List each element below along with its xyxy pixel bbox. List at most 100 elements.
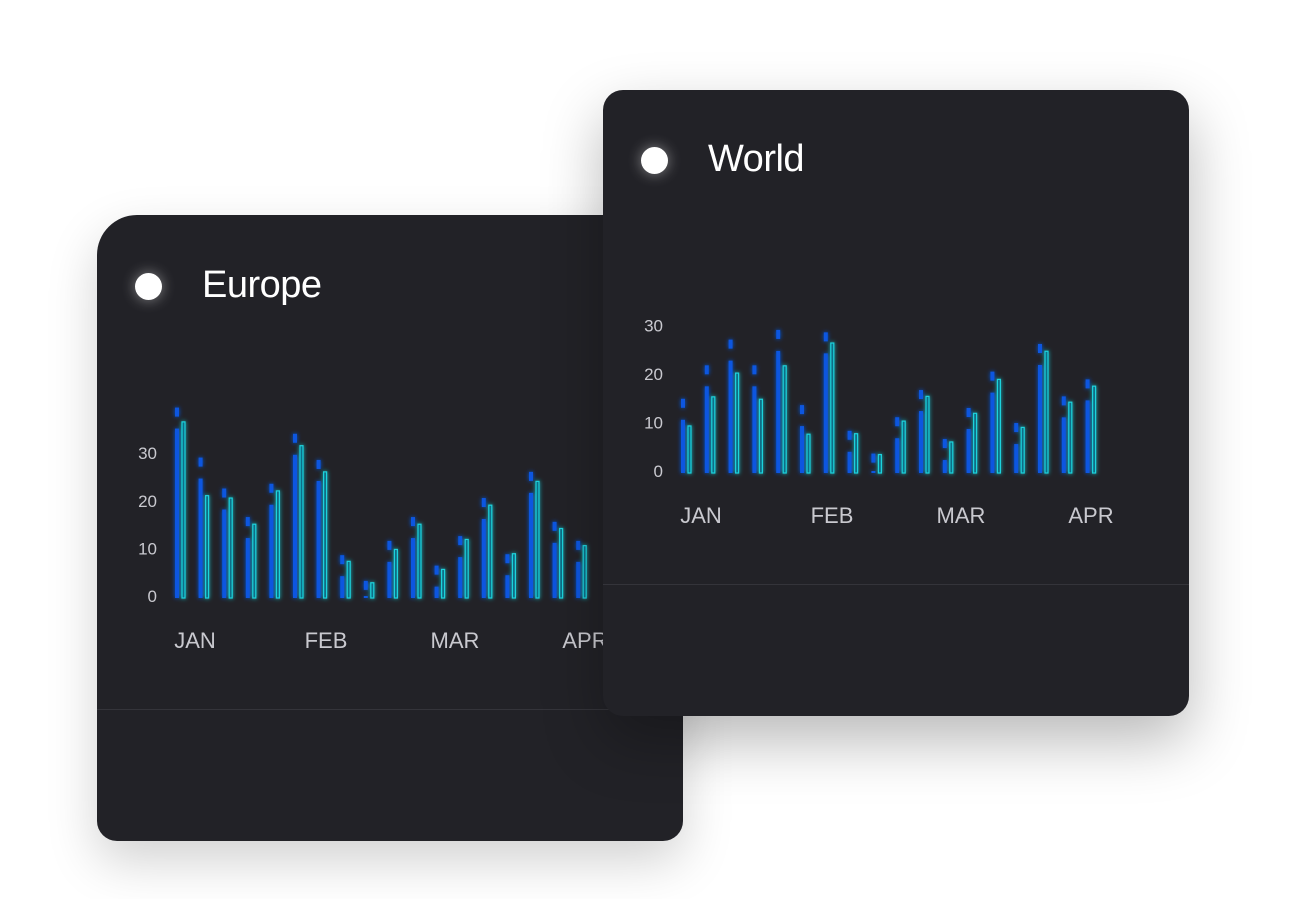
bar-series-b bbox=[417, 523, 422, 599]
world-divider bbox=[603, 584, 1189, 585]
bar-series-b bbox=[275, 490, 280, 599]
europe-status-dot-icon bbox=[135, 273, 162, 300]
bar-series-a-cap bbox=[1038, 343, 1042, 353]
bar-series-a-cap bbox=[1085, 379, 1090, 389]
bar-series-a-cap bbox=[458, 536, 463, 546]
bar-series-a-cap bbox=[245, 517, 250, 527]
y-tick-label: 10 bbox=[644, 414, 663, 433]
bars-group bbox=[681, 329, 1097, 474]
bar-series-a-cap bbox=[990, 371, 995, 381]
europe-card: Europe 0 10 20 30 JAN FEB MAR APR bbox=[97, 215, 683, 841]
bar-series-b bbox=[346, 560, 351, 599]
bar-series-a bbox=[704, 386, 709, 473]
bar-series-b bbox=[806, 433, 811, 474]
bar-series-b bbox=[535, 480, 540, 599]
bar-series-b bbox=[996, 378, 1001, 474]
bar-series-a-cap bbox=[871, 453, 876, 463]
bar-series-a-cap bbox=[340, 555, 345, 565]
bar-series-b bbox=[782, 365, 787, 474]
bar-series-a-cap bbox=[681, 398, 685, 408]
bar-series-a bbox=[552, 542, 557, 598]
bar-series-a bbox=[411, 538, 415, 598]
bar-series-a-cap bbox=[269, 483, 274, 493]
bar-series-a bbox=[1061, 417, 1066, 473]
bar-series-a-cap bbox=[434, 565, 439, 575]
bar-series-a-cap bbox=[942, 439, 947, 449]
bar-series-b bbox=[299, 445, 304, 599]
bar-series-b bbox=[488, 504, 493, 599]
bar-series-a bbox=[576, 561, 581, 598]
bar-series-a bbox=[776, 350, 781, 473]
bar-series-a bbox=[942, 460, 947, 473]
bar-series-a bbox=[387, 561, 392, 598]
bar-series-a bbox=[966, 429, 971, 473]
bar-series-b bbox=[464, 538, 469, 599]
x-tick-label: FEB bbox=[811, 503, 854, 528]
bar-series-b bbox=[711, 396, 716, 474]
bar-series-a bbox=[1038, 364, 1042, 473]
bar-series-a-cap bbox=[552, 521, 557, 531]
bar-series-a-cap bbox=[529, 471, 533, 481]
y-tick-label: 20 bbox=[644, 365, 663, 384]
europe-bar-chart: 0 10 20 30 JAN FEB MAR APR bbox=[138, 407, 608, 653]
bar-series-a bbox=[871, 471, 876, 473]
bar-series-a-cap bbox=[222, 488, 227, 498]
europe-divider bbox=[97, 709, 683, 710]
bar-series-a-cap bbox=[919, 390, 923, 400]
bar-series-b bbox=[441, 568, 446, 599]
bar-series-a bbox=[363, 596, 368, 598]
bar-series-a bbox=[847, 451, 852, 473]
y-tick-label: 0 bbox=[148, 587, 157, 606]
bar-series-b bbox=[877, 453, 882, 474]
bar-series-a-cap bbox=[481, 498, 486, 508]
bar-series-a-cap bbox=[704, 365, 709, 375]
bar-series-a bbox=[681, 419, 685, 473]
bar-series-a-cap bbox=[411, 517, 415, 527]
bars-group bbox=[175, 407, 587, 599]
bar-series-a bbox=[198, 478, 203, 598]
bar-series-a bbox=[823, 353, 828, 473]
x-tick-label: MAR bbox=[937, 503, 986, 528]
bar-series-a bbox=[175, 428, 179, 598]
bar-series-a bbox=[505, 575, 510, 598]
bar-series-a bbox=[919, 411, 923, 473]
bar-series-b bbox=[735, 372, 740, 474]
bar-series-b bbox=[758, 398, 763, 474]
bar-series-b bbox=[204, 495, 210, 599]
bar-series-a bbox=[990, 392, 995, 473]
bar-series-a-cap bbox=[1014, 423, 1019, 433]
bar-series-a-cap bbox=[576, 540, 581, 550]
bar-series-a bbox=[434, 586, 439, 598]
x-tick-label: FEB bbox=[305, 628, 348, 653]
bar-series-a-cap bbox=[1061, 396, 1066, 406]
bar-series-b bbox=[393, 548, 398, 599]
bar-series-a-cap bbox=[800, 405, 804, 415]
bar-series-b bbox=[370, 582, 375, 599]
y-tick-label: 30 bbox=[644, 317, 663, 336]
x-tick-label: JAN bbox=[680, 503, 722, 528]
y-tick-label: 30 bbox=[138, 444, 157, 463]
bar-series-b bbox=[687, 425, 692, 474]
bar-series-a-cap bbox=[966, 408, 971, 418]
bar-series-a bbox=[1085, 400, 1090, 473]
bar-series-b bbox=[323, 471, 328, 599]
bar-series-b bbox=[1044, 350, 1049, 474]
bar-series-a-cap bbox=[363, 580, 368, 590]
bar-series-b bbox=[973, 412, 978, 474]
bar-series-a-cap bbox=[847, 430, 852, 440]
bar-series-b bbox=[1068, 401, 1073, 474]
bar-series-a-cap bbox=[823, 332, 828, 342]
bar-series-b bbox=[559, 527, 564, 599]
bar-series-b bbox=[854, 433, 859, 474]
bar-series-b bbox=[582, 545, 587, 599]
bar-series-a bbox=[529, 492, 533, 598]
bar-series-a-cap bbox=[198, 457, 203, 467]
bar-series-a bbox=[481, 519, 486, 598]
bar-series-b bbox=[830, 342, 835, 474]
bar-series-a bbox=[245, 538, 250, 598]
bar-series-a bbox=[222, 509, 227, 598]
world-card: World 0 10 20 30 JAN FEB MAR APR bbox=[603, 90, 1189, 716]
bar-series-a bbox=[1014, 444, 1019, 473]
y-tick-label: 20 bbox=[138, 492, 157, 511]
bar-series-a-cap bbox=[293, 433, 297, 443]
